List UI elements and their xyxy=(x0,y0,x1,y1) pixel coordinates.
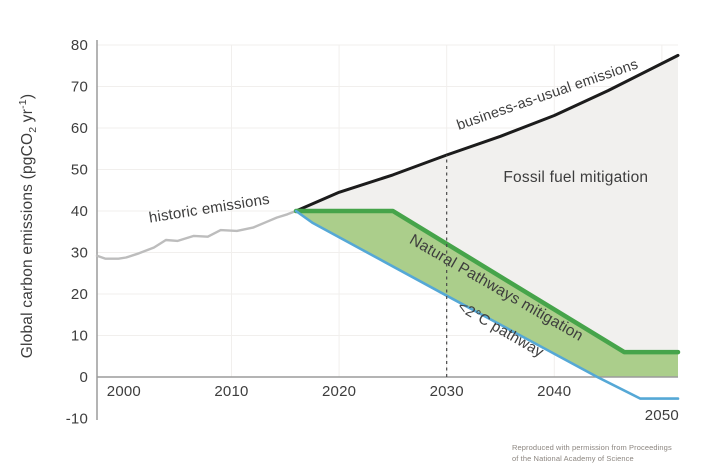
y-tick-label-70: 70 xyxy=(71,79,88,96)
y-tick-label-60: 60 xyxy=(71,120,88,137)
x-tick-label-2050: 2050 xyxy=(645,407,679,424)
x-tick-label-2010: 2010 xyxy=(214,383,248,400)
attribution-line2: of the National Academy of Science xyxy=(512,454,634,464)
x-tick-label-2000: 2000 xyxy=(107,383,141,400)
annotation-fossil-fuel-mitigation: Fossil fuel mitigation xyxy=(503,169,648,186)
x-tick-label-2030: 2030 xyxy=(430,383,464,400)
area-natural-pathways-mitigation xyxy=(296,211,678,377)
series-line-business-as-usual-emissions xyxy=(294,53,680,213)
area-fossil-fuel-mitigation xyxy=(296,55,678,353)
annotation-historic-emissions: historic emissions xyxy=(148,191,271,227)
y-tick-label-0: 0 xyxy=(79,369,88,386)
attribution-line1: Reproduced with permission from Proceedi… xyxy=(512,443,672,452)
attribution: Reproduced with permission from Proceedi… xyxy=(512,442,672,465)
y-tick-label--10: -10 xyxy=(66,411,88,428)
y-axis-title: Global carbon emissions (pgCO2 yr-1) xyxy=(17,94,39,358)
y-tick-label-80: 80 xyxy=(71,37,88,54)
y-tick-label-30: 30 xyxy=(71,245,88,262)
y-tick-label-10: 10 xyxy=(71,328,88,345)
y-tick-label-20: 20 xyxy=(71,286,88,303)
series-line-historic-emissions xyxy=(95,209,298,260)
x-tick-label-2020: 2020 xyxy=(322,383,356,400)
y-tick-label-40: 40 xyxy=(71,203,88,220)
y-tick-label-50: 50 xyxy=(71,162,88,179)
x-tick-label-2040: 2040 xyxy=(537,383,571,400)
series-line-natural-pathways-upper-bound xyxy=(293,208,681,355)
series-line-2-c-pathway xyxy=(294,209,680,400)
